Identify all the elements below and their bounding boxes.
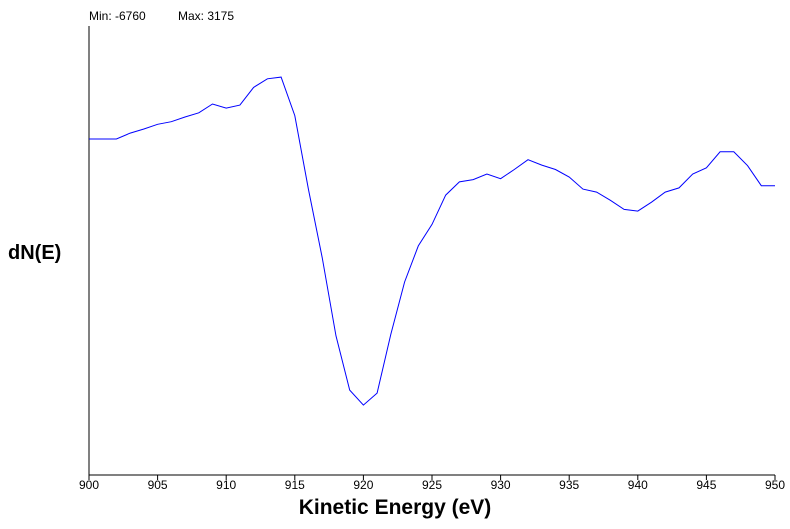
x-tick-label: 940 — [628, 478, 648, 492]
x-tick-label: 905 — [148, 478, 168, 492]
spectrum-line — [89, 76, 775, 406]
x-tick-label: 920 — [353, 478, 373, 492]
min-value-label: Min: -6760 — [89, 9, 146, 23]
x-axis-ticks: 900 905 910 915 920 925 930 935 940 945 950 — [79, 475, 785, 492]
x-tick-label: 950 — [765, 478, 785, 492]
x-tick-label: 900 — [79, 478, 99, 492]
x-tick-label: 930 — [491, 478, 511, 492]
x-tick-label: 935 — [559, 478, 579, 492]
x-tick-label: 945 — [696, 478, 716, 492]
x-axis-label: Kinetic Energy (eV) — [298, 496, 492, 519]
x-tick-label: 910 — [216, 478, 236, 492]
x-tick-label: 925 — [422, 478, 442, 492]
x-tick-label: 915 — [285, 478, 305, 492]
max-value-label: Max: 3175 — [178, 9, 235, 23]
y-axis-label: dN(E) — [8, 242, 62, 264]
data-points — [88, 76, 776, 406]
